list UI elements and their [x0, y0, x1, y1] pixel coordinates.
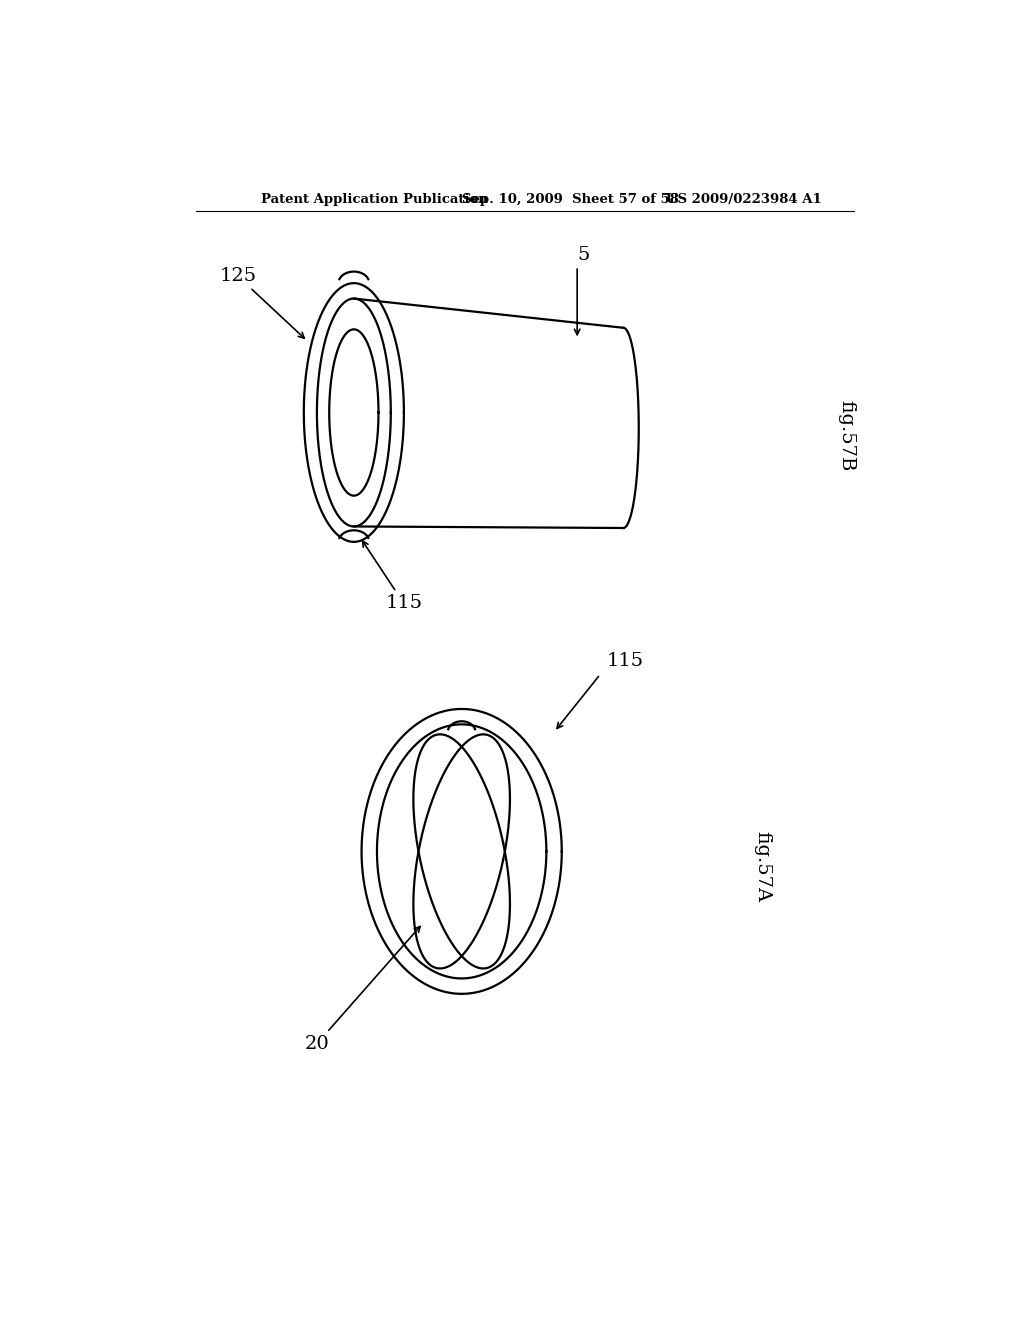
Text: 5: 5	[578, 246, 590, 264]
Text: 125: 125	[220, 267, 257, 285]
Text: 20: 20	[304, 1035, 330, 1053]
Text: fig.57B: fig.57B	[838, 400, 856, 471]
Text: Sep. 10, 2009  Sheet 57 of 58: Sep. 10, 2009 Sheet 57 of 58	[462, 193, 679, 206]
Text: 115: 115	[385, 594, 423, 612]
Text: 115: 115	[606, 652, 643, 671]
Text: US 2009/0223984 A1: US 2009/0223984 A1	[666, 193, 821, 206]
Text: fig.57A: fig.57A	[753, 832, 771, 903]
Text: Patent Application Publication: Patent Application Publication	[261, 193, 488, 206]
